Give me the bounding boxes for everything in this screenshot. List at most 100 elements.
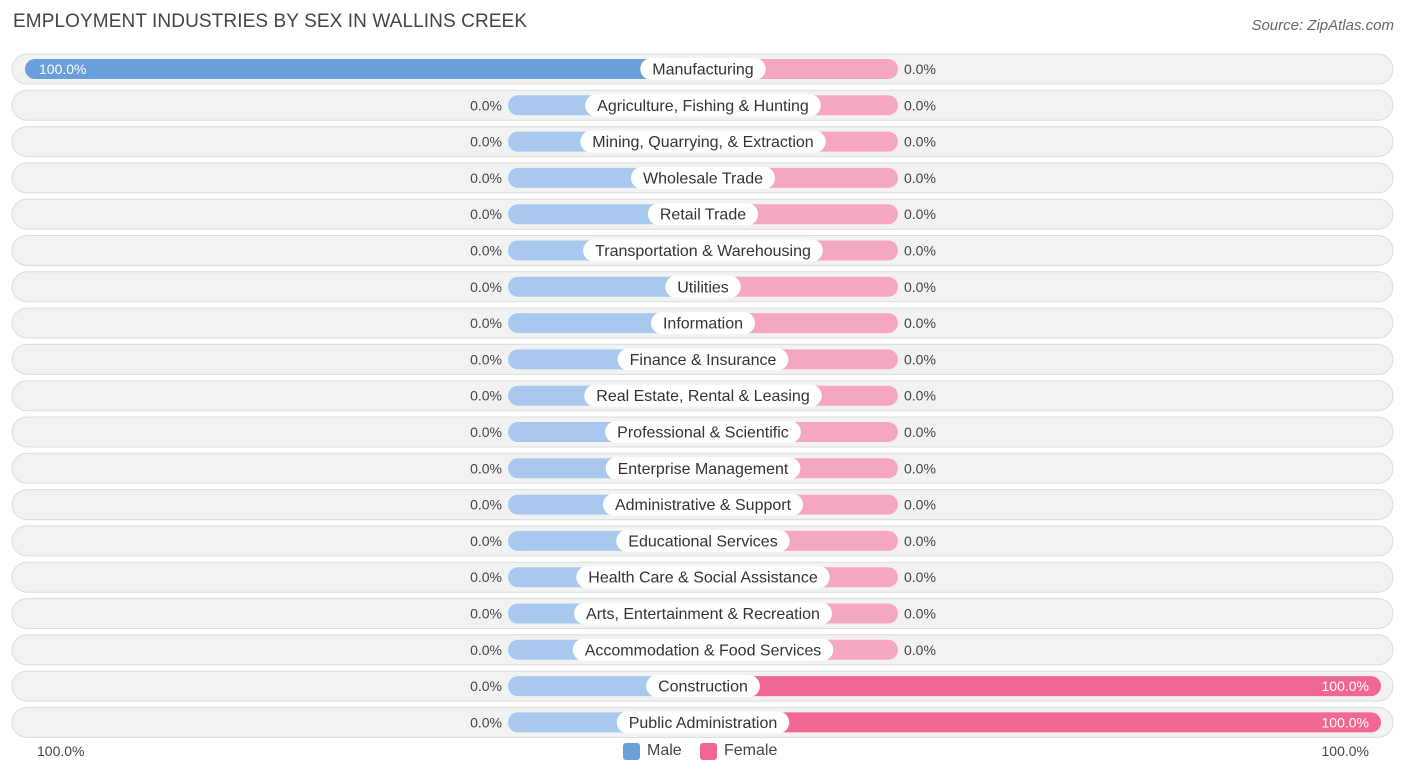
row-real-estate-rental-leasing: Real Estate, Rental & Leasing 0.0% 0.0% [11,380,1394,412]
bar-female [703,712,1381,733]
category-label: Administrative & Support [615,497,792,514]
bar-female [703,676,1381,697]
category-pill [617,348,789,371]
legend-item-male: Male [623,742,682,760]
value-label-female: 0.0% [904,388,936,404]
bar-chart: Manufacturing 100.0% 0.0% Agriculture, Fish… [11,53,1394,738]
value-label-female: 0.0% [904,315,936,331]
legend-swatch-female [700,742,717,760]
category-pill [650,312,756,335]
value-label-male: 0.0% [470,170,502,186]
value-label-male: 0.0% [470,134,502,150]
value-label-female: 0.0% [904,61,936,77]
category-label: Accommodation & Food Services [585,642,822,659]
category-label: Transportation & Warehousing [595,243,811,260]
row-administrative-support: Administrative & Support 0.0% 0.0% [11,489,1394,521]
row-mining-quarrying-extraction: Mining, Quarrying, & Extraction 0.0% 0.0% [11,126,1394,158]
category-label: Educational Services [628,533,777,550]
value-label-male: 0.0% [470,388,502,404]
category-label: Manufacturing [652,62,753,79]
value-label-male: 0.0% [470,714,502,730]
value-label-female: 0.0% [904,170,936,186]
row-professional-scientific: Professional & Scientific 0.0% 0.0% [11,416,1394,448]
value-label-male: 0.0% [470,569,502,585]
row-utilities: Utilities 0.0% 0.0% [11,271,1394,303]
value-label-female: 0.0% [904,243,936,259]
legend: Male Female [0,742,1406,764]
category-pill [665,275,741,298]
bar-male [508,276,703,297]
value-label-female: 0.0% [904,424,936,440]
value-label-female: 0.0% [904,460,936,476]
category-label: Information [663,316,743,333]
row-agriculture-fishing-hunting: Agriculture, Fishing & Hunting 0.0% 0.0% [11,89,1394,121]
value-label-male: 0.0% [470,206,502,222]
row-transportation-warehousing: Transportation & Warehousing 0.0% 0.0% [11,235,1394,266]
row-information: Information 0.0% 0.0% [11,307,1394,339]
category-label: Finance & Insurance [630,352,777,369]
category-label: Arts, Entertainment & Recreation [586,606,820,623]
row-accommodation-food-services: Accommodation & Food Services 0.0% 0.0% [11,634,1394,666]
value-label-female: 0.0% [904,642,936,658]
axis-right-label: 100.0% [1321,743,1369,759]
category-label: Construction [658,679,748,696]
value-label-male: 0.0% [470,243,502,259]
legend-label-female: Female [724,742,778,759]
bar-female [703,276,898,297]
category-pill [576,566,830,589]
value-label-male: 0.0% [470,351,502,367]
legend-label-male: Male [647,742,682,759]
value-label-male: 0.0% [470,533,502,549]
value-label-male: 0.0% [470,642,502,658]
category-label: Real Estate, Rental & Leasing [596,388,809,405]
axis-left-label: 100.0% [37,743,85,759]
value-label-female: 0.0% [904,97,936,113]
value-label-female: 0.0% [904,606,936,622]
value-label-male: 0.0% [470,460,502,476]
legend-swatch-male [623,742,640,760]
value-label-male: 0.0% [470,97,502,113]
value-label-female: 0.0% [904,533,936,549]
value-label-female: 0.0% [904,569,936,585]
row-health-care-social-assistance: Health Care & Social Assistance 0.0% 0.0% [11,561,1394,593]
value-label-male: 0.0% [470,678,502,694]
row-retail-trade: Retail Trade 0.0% 0.0% [11,198,1394,230]
source-label: Source: ZipAtlas.com [1251,17,1394,34]
value-label-female: 100.0% [1322,678,1369,694]
row-construction: Construction 0.0% 100.0% [11,670,1394,702]
value-label-male: 0.0% [470,279,502,295]
category-pill [602,493,804,516]
row-manufacturing: Manufacturing 100.0% 0.0% [11,53,1394,85]
category-pill [580,130,826,153]
value-label-female: 100.0% [1322,714,1369,730]
row-wholesale-trade: Wholesale Trade 0.0% 0.0% [11,162,1394,194]
row-arts-entertainment-recreation: Arts, Entertainment & Recreation 0.0% 0.0% [11,598,1394,629]
row-educational-services: Educational Services 0.0% 0.0% [11,525,1394,557]
value-label-female: 0.0% [904,279,936,295]
chart-title: EMPLOYMENT INDUSTRIES BY SEX IN WALLINS … [13,11,528,32]
row-public-administration: Public Administration 0.0% 100.0% [11,706,1394,738]
bar-male [25,59,703,79]
category-label: Enterprise Management [618,461,789,478]
value-label-female: 0.0% [904,351,936,367]
category-label: Agriculture, Fishing & Hunting [597,98,809,115]
category-pill [574,602,832,625]
category-pill [616,711,790,734]
category-pill [630,166,776,189]
row-enterprise-management: Enterprise Management 0.0% 0.0% [11,452,1394,484]
category-pill [605,457,801,480]
category-label: Health Care & Social Assistance [588,570,818,587]
category-label: Public Administration [629,715,778,732]
value-label-male: 0.0% [470,497,502,513]
category-pill [583,239,823,262]
category-pill [605,421,801,443]
value-label-female: 0.0% [904,134,936,150]
category-label: Professional & Scientific [617,425,789,442]
category-pill [572,638,834,661]
category-label: Wholesale Trade [643,170,763,187]
category-pill [647,203,759,226]
value-label-female: 0.0% [904,206,936,222]
value-label-female: 0.0% [904,497,936,513]
category-pill [646,675,760,698]
category-pill [616,529,790,552]
